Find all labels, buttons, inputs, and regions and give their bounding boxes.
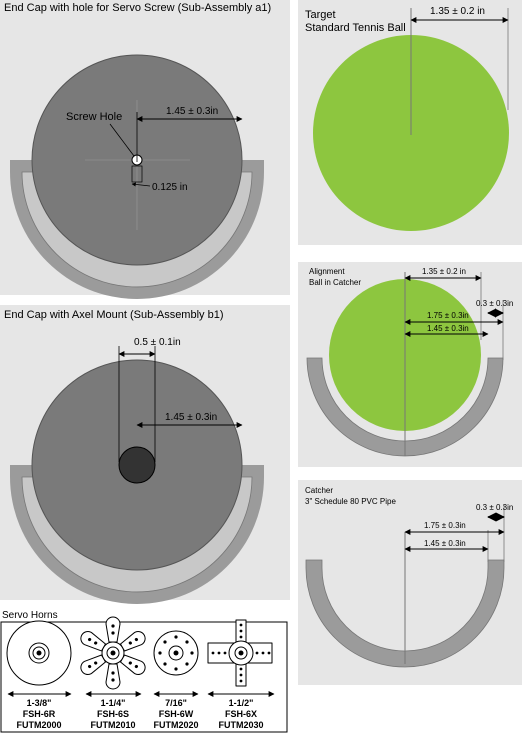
- alignment-outer-label: 1.75 ± 0.3in: [427, 311, 469, 320]
- target-radius-label: 1.35 ± 0.2 in: [430, 6, 485, 17]
- servo-horn-wheel-icon: [153, 630, 199, 676]
- catcher-pipe: [305, 559, 505, 668]
- horn3-part: FUTM2020: [153, 720, 198, 730]
- alignment-thick-label: 0.3 ± 0.3in: [476, 299, 513, 308]
- horn4-model: FSH-6X: [225, 709, 257, 719]
- servo-horn-cross-icon: [207, 619, 273, 687]
- panel-b1-title: End Cap with Axel Mount (Sub-Assembly b1…: [4, 309, 224, 321]
- catcher-inner-label: 1.45 ± 0.3in: [424, 539, 466, 548]
- servo-horns-title: Servo Horns: [2, 610, 58, 621]
- catcher-title-2: 3" Schedule 80 PVC Pipe: [305, 497, 396, 506]
- servo-horns-frame: [0, 621, 288, 733]
- axel-mount: [118, 446, 156, 484]
- target-title-2: Standard Tennis Ball: [305, 22, 406, 34]
- horn2-part: FUTM2010: [90, 720, 135, 730]
- panel-a1-title: End Cap with hole for Servo Screw (Sub-A…: [4, 2, 271, 14]
- horn4-part: FUTM2030: [218, 720, 263, 730]
- servo-horn-star-icon: [77, 616, 149, 690]
- hole-width-box: [131, 165, 143, 183]
- alignment-inner-label: 1.45 ± 0.3in: [427, 324, 469, 333]
- horn1-part: FUTM2000: [16, 720, 61, 730]
- target-title-1: Target: [305, 9, 336, 21]
- horn1-size: 1-3/8": [27, 698, 52, 708]
- hole-size-label: 0.125 in: [152, 182, 188, 193]
- horn3-model: FSH-6W: [159, 709, 194, 719]
- hole-leader: [109, 123, 135, 157]
- horn2-size: 1-1/4": [101, 698, 126, 708]
- catcher-title-1: Catcher: [305, 486, 333, 495]
- catcher-outer-label: 1.75 ± 0.3in: [424, 521, 466, 530]
- servo-horn-round-icon: [6, 620, 72, 686]
- horn1-model: FSH-6R: [23, 709, 56, 719]
- radius-label-a1: 1.45 ± 0.3in: [166, 106, 218, 117]
- screw-hole-label: Screw Hole: [66, 111, 122, 123]
- radius-label-b1: 1.45 ± 0.3in: [165, 412, 217, 423]
- horn4-size: 1-1/2": [229, 698, 254, 708]
- hole-dim-line: [131, 182, 151, 187]
- catcher-thick-label: 0.3 ± 0.3in: [476, 503, 513, 512]
- alignment-ball-label: 1.35 ± 0.2 in: [422, 267, 466, 276]
- alignment-title-2: Ball in Catcher: [309, 278, 361, 287]
- mount-label-b1: 0.5 ± 0.1in: [134, 337, 181, 348]
- horn3-size: 7/16": [165, 698, 187, 708]
- horn2-model: FSH-6S: [97, 709, 129, 719]
- alignment-title-1: Alignment: [309, 267, 345, 276]
